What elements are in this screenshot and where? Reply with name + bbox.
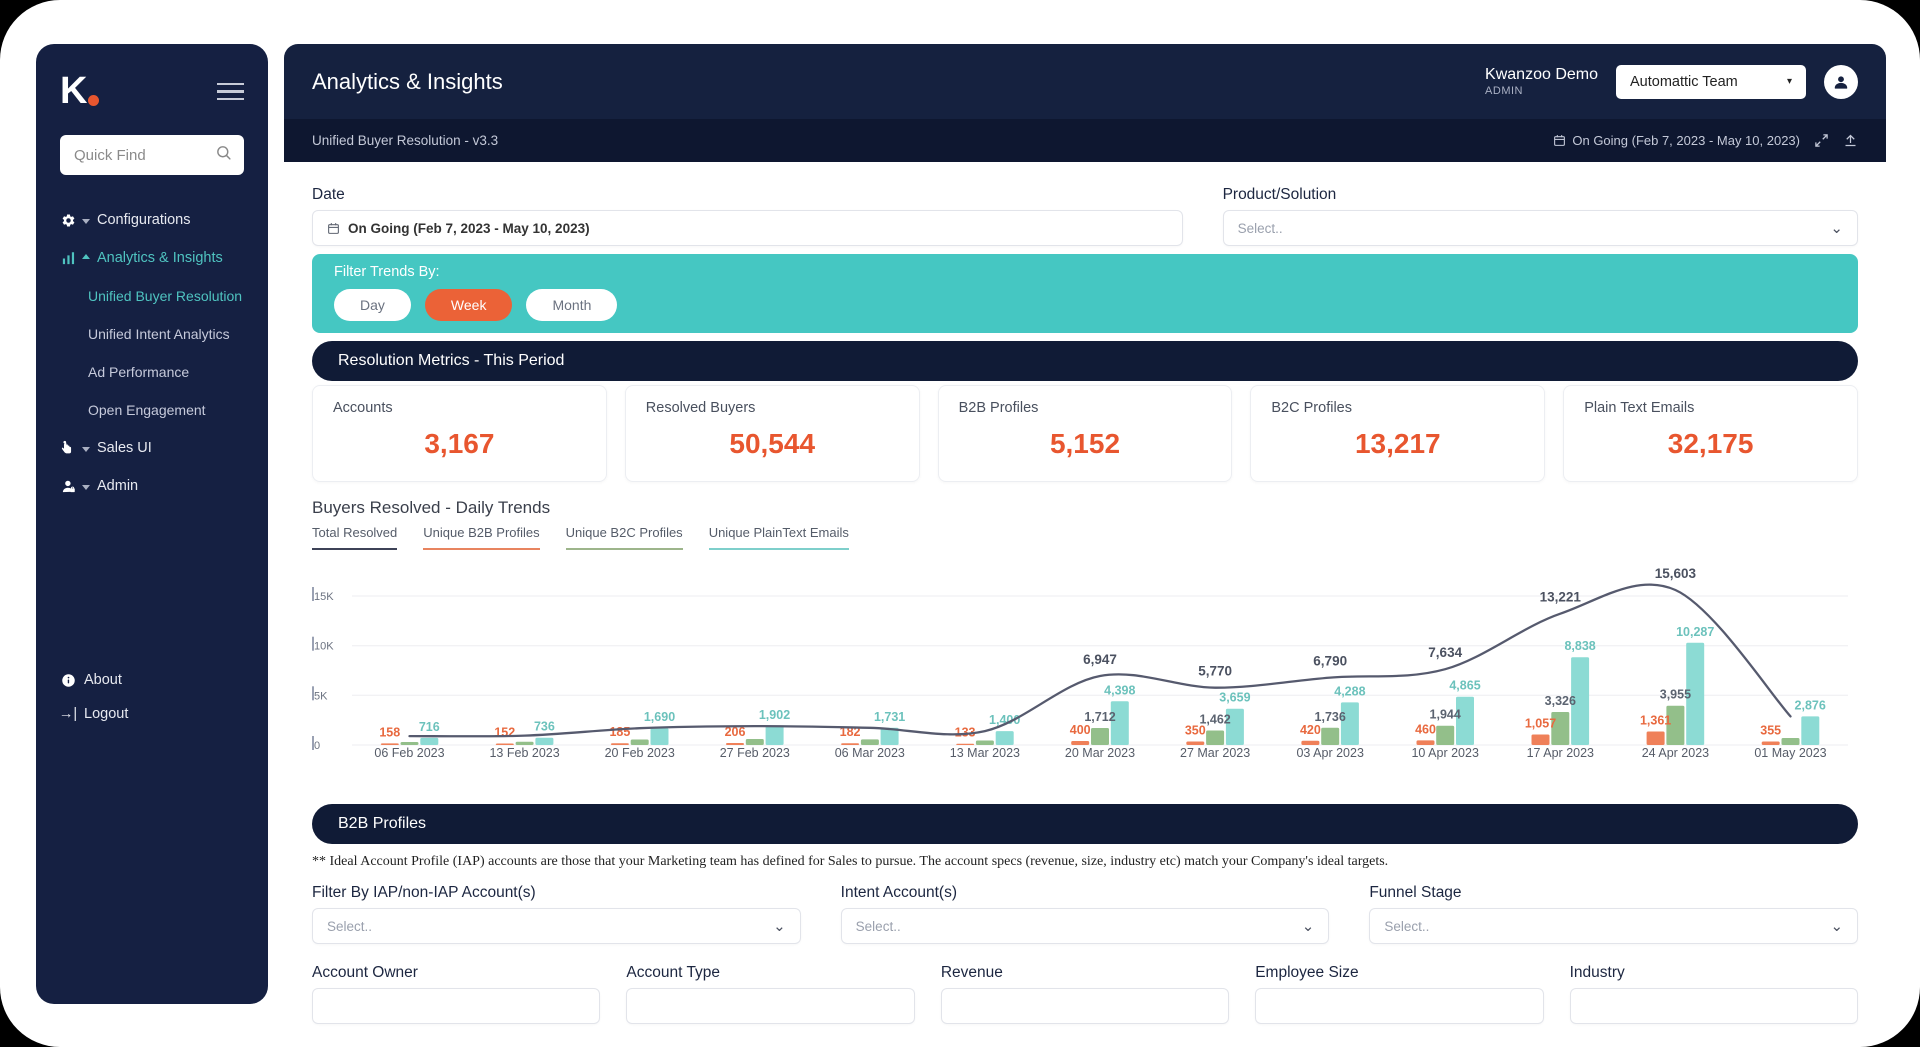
svg-text:1,902: 1,902 (759, 708, 790, 722)
svg-text:20 Mar 2023: 20 Mar 2023 (1065, 746, 1135, 760)
svg-text:10 Apr 2023: 10 Apr 2023 (1411, 746, 1478, 760)
svg-text:5K: 5K (314, 690, 328, 702)
svg-text:27 Feb 2023: 27 Feb 2023 (720, 746, 790, 760)
svg-text:355: 355 (1760, 724, 1781, 738)
svg-text:13 Feb 2023: 13 Feb 2023 (489, 746, 559, 760)
svg-text:400: 400 (1070, 723, 1091, 737)
svg-text:460: 460 (1415, 722, 1436, 736)
svg-text:4,865: 4,865 (1449, 679, 1480, 693)
svg-text:3,326: 3,326 (1545, 694, 1576, 708)
svg-text:24 Apr 2023: 24 Apr 2023 (1642, 746, 1709, 760)
svg-text:185: 185 (609, 725, 630, 739)
svg-text:03 Apr 2023: 03 Apr 2023 (1296, 746, 1363, 760)
svg-text:13 Mar 2023: 13 Mar 2023 (950, 746, 1020, 760)
svg-text:27 Mar 2023: 27 Mar 2023 (1180, 746, 1250, 760)
svg-text:152: 152 (494, 726, 515, 740)
svg-text:736: 736 (534, 720, 555, 734)
svg-text:3,955: 3,955 (1660, 688, 1691, 702)
svg-text:420: 420 (1300, 723, 1321, 737)
svg-text:4,398: 4,398 (1104, 683, 1135, 697)
svg-text:1,944: 1,944 (1430, 708, 1461, 722)
svg-text:0: 0 (314, 740, 320, 752)
svg-text:4,288: 4,288 (1334, 684, 1365, 698)
svg-text:158: 158 (379, 725, 400, 739)
svg-text:13,221: 13,221 (1540, 590, 1582, 605)
svg-text:17 Apr 2023: 17 Apr 2023 (1527, 746, 1594, 760)
svg-text:2,876: 2,876 (1795, 698, 1826, 712)
svg-text:1,731: 1,731 (874, 710, 905, 724)
svg-text:1,361: 1,361 (1640, 714, 1671, 728)
svg-text:716: 716 (419, 720, 440, 734)
svg-text:20 Feb 2023: 20 Feb 2023 (605, 746, 675, 760)
svg-text:5,770: 5,770 (1198, 664, 1232, 679)
svg-text:10,287: 10,287 (1676, 625, 1714, 639)
svg-text:7,634: 7,634 (1428, 645, 1462, 660)
svg-text:15K: 15K (314, 591, 334, 603)
svg-text:1,462: 1,462 (1199, 713, 1230, 727)
svg-text:1,712: 1,712 (1084, 710, 1115, 724)
svg-text:10K: 10K (314, 641, 334, 653)
svg-text:3,659: 3,659 (1219, 691, 1250, 705)
svg-text:1,736: 1,736 (1315, 710, 1346, 724)
svg-text:8,838: 8,838 (1564, 639, 1595, 653)
svg-text:15,603: 15,603 (1655, 566, 1697, 581)
svg-text:6,790: 6,790 (1313, 654, 1347, 669)
svg-text:06 Mar 2023: 06 Mar 2023 (835, 746, 905, 760)
svg-text:1,057: 1,057 (1525, 717, 1556, 731)
svg-text:06 Feb 2023: 06 Feb 2023 (374, 746, 444, 760)
svg-text:6,947: 6,947 (1083, 652, 1117, 667)
svg-text:1,690: 1,690 (644, 710, 675, 724)
svg-text:01 May 2023: 01 May 2023 (1754, 746, 1826, 760)
